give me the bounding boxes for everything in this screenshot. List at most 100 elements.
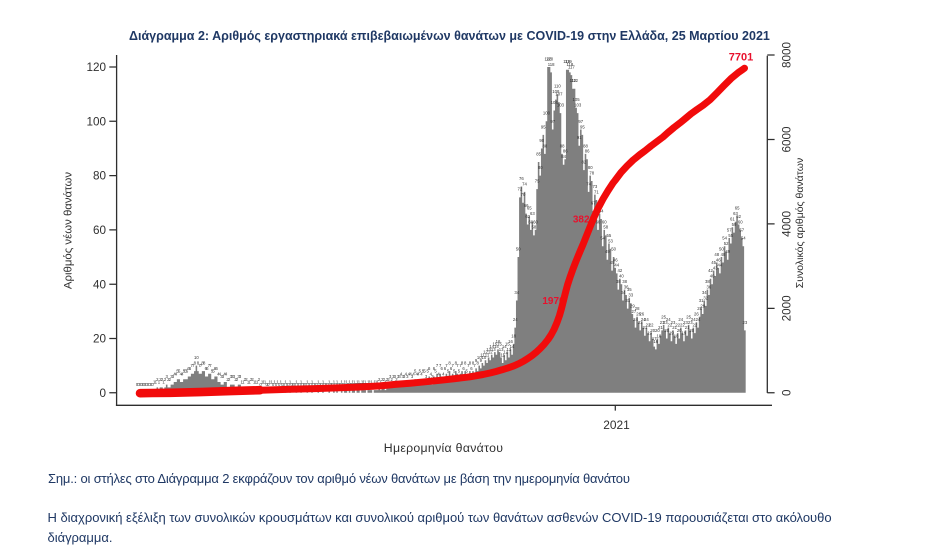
svg-text:24: 24 [696,317,701,322]
svg-text:12: 12 [503,350,508,355]
svg-text:29: 29 [630,304,635,309]
svg-text:1: 1 [255,380,258,385]
svg-text:7: 7 [208,363,211,368]
svg-text:5: 5 [212,369,215,374]
svg-text:38: 38 [705,279,710,284]
svg-text:35: 35 [627,287,632,292]
svg-text:17: 17 [652,336,657,341]
svg-text:2: 2 [234,377,237,382]
svg-text:46: 46 [716,257,721,262]
svg-text:0: 0 [281,382,284,387]
svg-text:4: 4 [417,371,420,376]
svg-text:62: 62 [525,214,530,219]
svg-text:8: 8 [203,361,206,366]
svg-text:3: 3 [170,374,173,379]
svg-text:25: 25 [661,314,666,319]
svg-text:3: 3 [398,374,401,379]
svg-text:2: 2 [250,377,253,382]
svg-text:6: 6 [189,366,192,371]
svg-text:2: 2 [167,377,170,382]
svg-text:24: 24 [513,317,518,322]
svg-text:70: 70 [521,192,526,197]
svg-text:7: 7 [191,363,194,368]
svg-text:57: 57 [739,228,744,233]
svg-text:1: 1 [241,380,244,385]
svg-text:3: 3 [431,374,434,379]
svg-text:88: 88 [543,143,548,148]
svg-text:1: 1 [356,380,359,385]
svg-text:3: 3 [403,374,406,379]
svg-text:24: 24 [633,317,638,322]
svg-text:22: 22 [693,323,698,328]
svg-text:6: 6 [205,366,208,371]
svg-text:63: 63 [530,211,535,216]
svg-text:88: 88 [583,143,588,148]
svg-text:65: 65 [527,206,532,211]
svg-text:1: 1 [153,380,156,385]
svg-text:22: 22 [675,323,680,328]
svg-text:2: 2 [226,377,229,382]
svg-text:120: 120 [86,61,106,74]
svg-text:52: 52 [724,241,729,246]
svg-text:7: 7 [200,363,203,368]
svg-text:84: 84 [561,154,566,159]
svg-text:2: 2 [386,377,389,382]
svg-text:1: 1 [328,380,331,385]
svg-text:11: 11 [500,352,505,357]
svg-text:0: 0 [297,382,300,387]
svg-text:54: 54 [741,236,746,241]
svg-text:20: 20 [664,328,669,333]
svg-text:0: 0 [275,382,278,387]
svg-text:0: 0 [312,382,315,387]
svg-text:1: 1 [276,380,279,385]
svg-text:2: 2 [383,377,386,382]
svg-text:118: 118 [567,62,574,67]
svg-text:16: 16 [496,339,501,344]
svg-text:44: 44 [614,263,619,268]
svg-text:5: 5 [458,369,461,374]
svg-text:59: 59 [732,222,737,227]
svg-text:2: 2 [391,377,394,382]
svg-text:24: 24 [641,317,646,322]
svg-text:3: 3 [406,374,409,379]
svg-text:Συνολικός αριθμός θανάτων: Συνολικός αριθμός θανάτων [794,158,806,288]
svg-text:8: 8 [448,361,451,366]
svg-text:112: 112 [571,78,578,83]
svg-text:103: 103 [557,103,565,108]
svg-text:2: 2 [395,377,398,382]
svg-text:1: 1 [345,380,348,385]
svg-text:0: 0 [136,382,139,387]
svg-text:49: 49 [605,249,610,254]
svg-text:38: 38 [622,279,627,284]
svg-text:86: 86 [585,149,590,154]
svg-text:50: 50 [611,247,616,252]
svg-text:8: 8 [455,361,458,366]
svg-text:9: 9 [480,358,483,363]
svg-text:2: 2 [245,377,248,382]
svg-text:36: 36 [707,285,712,290]
svg-text:15: 15 [505,342,510,347]
svg-text:13: 13 [507,347,512,352]
svg-text:22: 22 [668,323,673,328]
svg-text:72: 72 [518,187,523,192]
svg-text:15: 15 [497,342,502,347]
svg-text:40: 40 [93,278,107,291]
svg-text:29: 29 [700,304,705,309]
svg-text:40: 40 [619,274,624,279]
svg-text:45: 45 [711,260,716,265]
svg-text:0: 0 [320,382,323,387]
svg-text:33: 33 [628,293,633,298]
svg-text:80: 80 [588,165,593,170]
svg-text:0: 0 [137,382,140,387]
svg-text:118: 118 [548,62,555,67]
svg-text:48: 48 [721,252,726,257]
svg-text:95: 95 [541,124,546,129]
svg-text:53: 53 [608,238,613,243]
svg-text:1: 1 [361,380,364,385]
svg-text:0: 0 [99,387,106,400]
svg-text:8: 8 [197,361,200,366]
svg-text:13: 13 [499,347,504,352]
svg-text:0: 0 [308,382,311,387]
svg-text:14: 14 [510,344,515,349]
svg-text:97: 97 [550,119,555,124]
